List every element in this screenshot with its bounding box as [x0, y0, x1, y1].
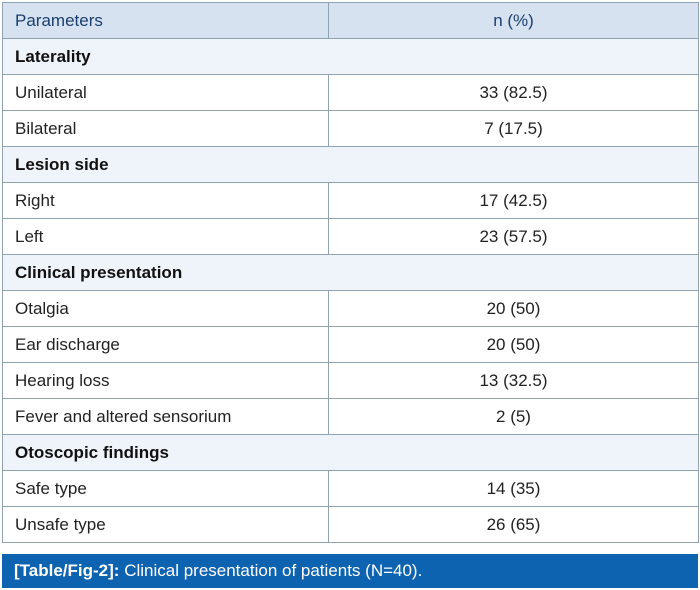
row-value: 7 (17.5): [328, 110, 699, 147]
section-title: Clinical presentation: [2, 254, 699, 291]
caption-text: Clinical presentation of patients (N=40)…: [124, 561, 423, 580]
table-row: Fever and altered sensorium 2 (5): [2, 398, 699, 435]
header-parameters: Parameters: [2, 2, 329, 39]
row-label: Unilateral: [2, 74, 329, 111]
section-title: Lesion side: [2, 146, 699, 183]
table-header-row: Parameters n (%): [2, 2, 699, 39]
section-title: Otoscopic findings: [2, 434, 699, 471]
table-caption: [Table/Fig-2]: Clinical presentation of …: [2, 554, 698, 588]
row-value: 23 (57.5): [328, 218, 699, 255]
row-value: 20 (50): [328, 290, 699, 327]
section-row-lesion-side: Lesion side: [2, 146, 699, 183]
row-label: Ear discharge: [2, 326, 329, 363]
row-value: 20 (50): [328, 326, 699, 363]
table-row: Ear discharge 20 (50): [2, 326, 699, 363]
section-title: Laterality: [2, 38, 699, 75]
row-value: 2 (5): [328, 398, 699, 435]
table-row: Hearing loss 13 (32.5): [2, 362, 699, 399]
section-row-laterality: Laterality: [2, 38, 699, 75]
caption-tag: [Table/Fig-2]:: [14, 561, 120, 580]
row-label: Left: [2, 218, 329, 255]
table-row: Right 17 (42.5): [2, 182, 699, 219]
header-n-percent: n (%): [328, 2, 699, 39]
row-value: 26 (65): [328, 506, 699, 543]
row-label: Otalgia: [2, 290, 329, 327]
table-row: Unilateral 33 (82.5): [2, 74, 699, 111]
row-label: Fever and altered sensorium: [2, 398, 329, 435]
table-row: Bilateral 7 (17.5): [2, 110, 699, 147]
section-row-otoscopic-findings: Otoscopic findings: [2, 434, 699, 471]
row-label: Hearing loss: [2, 362, 329, 399]
row-label: Unsafe type: [2, 506, 329, 543]
table-row: Safe type 14 (35): [2, 470, 699, 507]
row-value: 13 (32.5): [328, 362, 699, 399]
row-label: Safe type: [2, 470, 329, 507]
section-row-clinical-presentation: Clinical presentation: [2, 254, 699, 291]
row-label: Bilateral: [2, 110, 329, 147]
row-value: 33 (82.5): [328, 74, 699, 111]
table-row: Otalgia 20 (50): [2, 290, 699, 327]
data-table: Parameters n (%) Laterality Unilateral 3…: [2, 2, 699, 543]
row-value: 14 (35): [328, 470, 699, 507]
table-row: Unsafe type 26 (65): [2, 506, 699, 543]
row-value: 17 (42.5): [328, 182, 699, 219]
table-row: Left 23 (57.5): [2, 218, 699, 255]
row-label: Right: [2, 182, 329, 219]
